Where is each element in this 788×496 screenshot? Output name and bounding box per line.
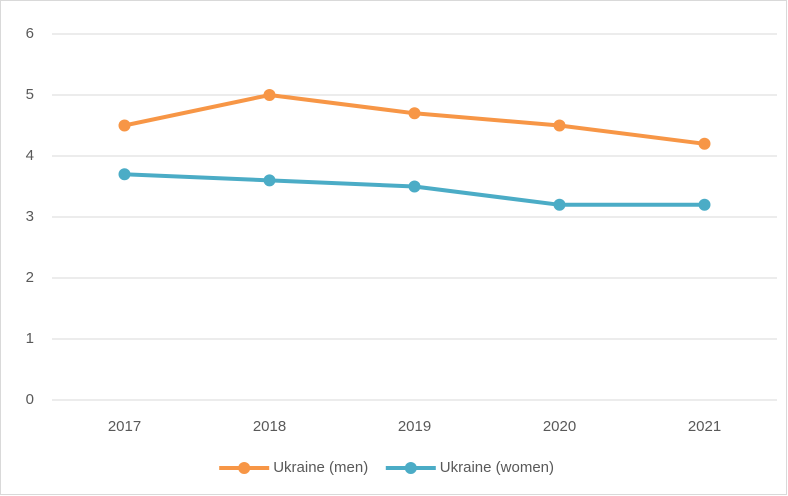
data-point [408,107,421,120]
y-tick-label: 4 [26,147,34,164]
data-point [553,119,566,132]
data-point [118,119,131,132]
y-tick-label: 2 [26,269,34,286]
legend-label: Ukraine (women) [440,459,554,476]
legend-marker [404,462,417,474]
data-point [408,180,421,193]
data-point [118,168,131,181]
y-tick-label: 5 [26,86,34,103]
legend-label: Ukraine (men) [273,459,368,476]
data-point [698,198,711,211]
x-tick-label: 2021 [688,418,721,435]
x-tick-label: 2018 [253,418,286,435]
y-tick-label: 1 [26,330,34,347]
x-tick-label: 2019 [398,418,431,435]
data-point [698,137,711,150]
legend-marker [238,462,251,474]
x-tick-label: 2017 [108,418,141,435]
y-tick-label: 0 [26,391,34,408]
data-point [263,89,276,101]
x-tick-label: 2020 [543,418,576,435]
y-tick-label: 3 [26,208,34,225]
y-tick-label: 6 [26,25,34,42]
data-point [553,198,566,211]
data-point [263,174,276,187]
